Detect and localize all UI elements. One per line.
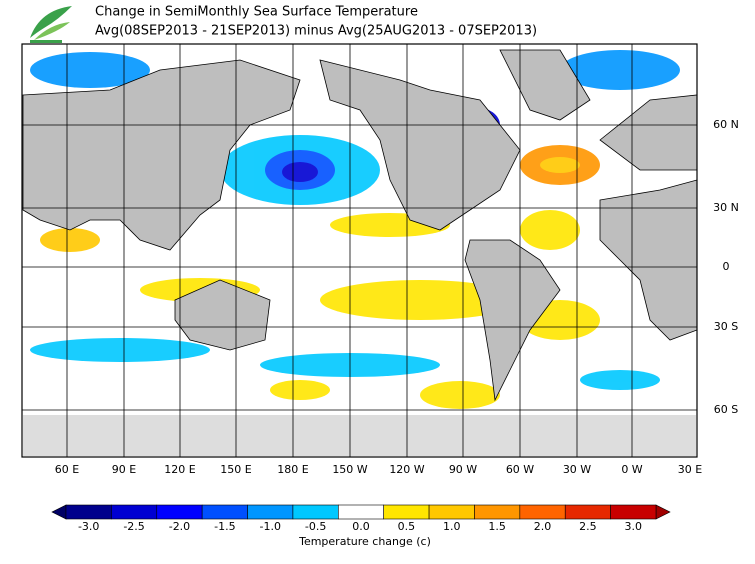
lat-label: 30 S [714,320,738,333]
colorbar-tick-label: -0.5 [305,520,326,533]
land [22,49,698,402]
lat-label: 60 N [713,118,739,131]
map [21,43,698,458]
lon-label: 60 W [506,463,534,476]
colorbar-segment [201,504,248,520]
lon-label: 180 E [277,463,308,476]
colorbar-label: Temperature change (c) [298,535,431,548]
lon-label: 150 E [220,463,251,476]
colorbar-over [655,504,671,520]
colorbar-segment [292,504,339,520]
lon-label: 90 W [449,463,477,476]
colorbar-tick-label: 2.5 [579,520,597,533]
colorbar-segment [383,504,430,520]
lat-label: 0 [723,260,730,273]
colorbar-tick-label: -1.5 [214,520,235,533]
lat-label: 30 N [713,201,739,214]
title: Change in SemiMonthly Sea Surface Temper… [95,5,418,20]
colorbar-tick-label: 0.5 [398,520,416,533]
colorbar-segment [65,504,112,520]
colorbar-segment [111,504,158,520]
colorbar-segment [247,504,294,520]
lon-label: 60 E [55,463,79,476]
colorbar-tick-label: 1.5 [488,520,506,533]
colorbar-tick-label: 3.0 [625,520,643,533]
lon-label: 150 W [332,463,367,476]
lon-label: 120 W [389,463,424,476]
lon-label: 30 E [678,463,702,476]
colorbar-tick-label: 2.0 [534,520,552,533]
lat-label: 60 S [714,403,738,416]
colorbar-segment [338,504,384,520]
colorbar-tick-label: 0.0 [352,520,370,533]
colorbar-segment [156,504,203,520]
colorbar-tick-label: -3.0 [78,520,99,533]
colorbar-tick-label: -2.0 [169,520,190,533]
colorbar-segment [519,504,566,520]
logo [30,6,72,43]
lon-label: 30 W [563,463,591,476]
colorbar-segment [474,504,521,520]
colorbar-segment [428,504,475,520]
grid-lines [22,44,697,457]
colorbar-segment [610,504,657,520]
lon-label: 0 W [621,463,642,476]
subtitle: Avg(08SEP2013 - 21SEP2013) minus Avg(25A… [95,24,537,39]
colorbar-segment [564,504,611,520]
colorbar-under [51,504,67,520]
colorbar-tick-label: -2.5 [123,520,144,533]
lon-label: 90 E [112,463,136,476]
antarctic-ice [23,415,696,456]
colorbar-tick-label: 1.0 [443,520,461,533]
colorbar-tick-label: -1.0 [259,520,280,533]
lon-label: 120 E [164,463,195,476]
